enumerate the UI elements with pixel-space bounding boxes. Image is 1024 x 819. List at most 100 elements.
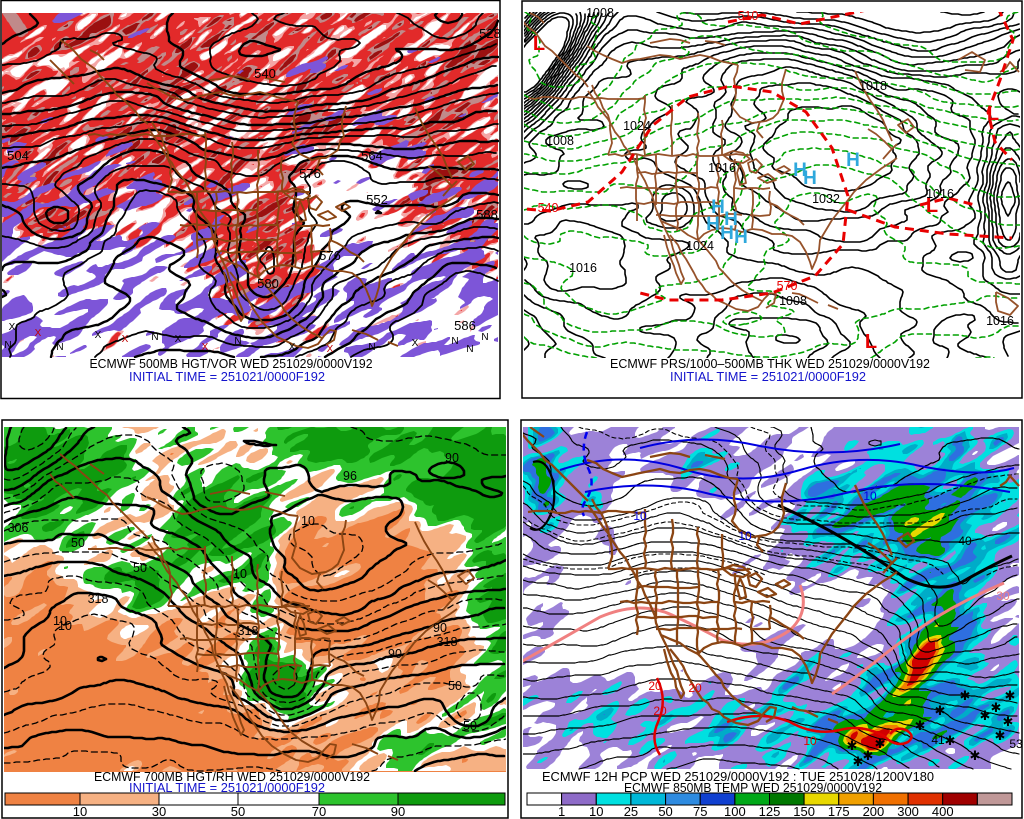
svg-text:✱: ✱: [853, 754, 864, 769]
svg-text:✱: ✱: [960, 688, 971, 703]
svg-text:✱: ✱: [970, 748, 981, 763]
svg-text:53: 53: [1009, 737, 1023, 751]
svg-text:588: 588: [476, 207, 498, 222]
svg-text:318: 318: [437, 635, 458, 649]
svg-text:10: 10: [58, 619, 72, 633]
svg-text:X: X: [122, 334, 129, 345]
svg-text:L: L: [865, 331, 877, 353]
svg-text:L: L: [533, 33, 545, 55]
svg-text:150: 150: [793, 804, 815, 819]
svg-text:ECMWF 12H PCP WED 251029/0000V: ECMWF 12H PCP WED 251029/0000V192 : TUE …: [542, 770, 934, 784]
svg-text:50: 50: [231, 804, 245, 819]
svg-text:H: H: [793, 160, 807, 181]
svg-text:90: 90: [388, 647, 402, 661]
svg-text:306: 306: [8, 521, 29, 535]
svg-text:564: 564: [361, 148, 383, 163]
svg-text:ECMWF 850MB TEMP WED 251029/00: ECMWF 850MB TEMP WED 251029/0000V192: [624, 780, 882, 795]
svg-text:50: 50: [658, 804, 672, 819]
svg-text:50: 50: [71, 536, 85, 550]
svg-text:30: 30: [996, 589, 1010, 603]
svg-text:90: 90: [433, 621, 447, 635]
svg-text:N: N: [234, 336, 241, 347]
svg-text:✱: ✱: [945, 733, 956, 748]
svg-text:41: 41: [931, 733, 945, 747]
svg-text:H: H: [724, 209, 738, 230]
svg-text:✱: ✱: [847, 738, 858, 753]
svg-text:1032: 1032: [812, 192, 840, 206]
svg-text:10: 10: [633, 509, 647, 523]
svg-text:X: X: [9, 322, 16, 333]
svg-text:175: 175: [828, 804, 850, 819]
svg-text:H: H: [803, 168, 817, 189]
svg-text:10: 10: [803, 734, 817, 748]
svg-text:1016: 1016: [708, 161, 736, 175]
svg-text:10: 10: [53, 614, 67, 628]
svg-text:✱: ✱: [1005, 688, 1016, 703]
svg-text:N: N: [4, 340, 11, 351]
svg-text:25: 25: [624, 804, 638, 819]
svg-text:1008: 1008: [586, 6, 614, 20]
svg-text:552: 552: [366, 192, 388, 207]
svg-text:10: 10: [301, 514, 315, 528]
svg-text:H: H: [720, 223, 734, 244]
svg-text:INITIAL TIME = 251021/0000F192: INITIAL TIME = 251021/0000F192: [129, 369, 325, 384]
svg-text:✱: ✱: [875, 736, 886, 751]
svg-text:N: N: [56, 342, 63, 353]
svg-text:ECMWF PRS/1000–500MB THK WED 2: ECMWF PRS/1000–500MB THK WED 251029/0000…: [610, 356, 930, 371]
svg-text:L: L: [926, 195, 938, 217]
svg-text:540: 540: [538, 201, 559, 215]
svg-text:20: 20: [653, 704, 667, 718]
svg-text:90: 90: [391, 804, 405, 819]
svg-text:318: 318: [238, 624, 259, 638]
svg-text:1008: 1008: [546, 134, 574, 148]
svg-text:10: 10: [589, 804, 603, 819]
svg-text:504: 504: [7, 148, 29, 163]
svg-text:580: 580: [257, 276, 279, 291]
svg-text:400: 400: [932, 804, 954, 819]
svg-text:20: 20: [688, 681, 702, 695]
svg-text:50: 50: [448, 679, 462, 693]
svg-text:1: 1: [558, 804, 565, 819]
svg-text:X: X: [412, 338, 419, 349]
svg-text:125: 125: [759, 804, 781, 819]
svg-text:H: H: [711, 197, 725, 218]
svg-text:1016: 1016: [569, 261, 597, 275]
svg-text:N: N: [368, 342, 375, 353]
svg-text:300: 300: [897, 804, 919, 819]
svg-text:✱: ✱: [991, 700, 1002, 715]
svg-text:10: 10: [233, 567, 247, 581]
svg-text:X: X: [202, 342, 209, 353]
svg-text:576: 576: [299, 166, 321, 181]
svg-text:50: 50: [463, 719, 477, 733]
svg-text:✱: ✱: [980, 708, 991, 723]
svg-text:N: N: [466, 344, 473, 355]
svg-text:N: N: [151, 332, 158, 343]
svg-text:✱: ✱: [915, 718, 926, 733]
svg-text:10: 10: [738, 529, 752, 543]
svg-text:INITIAL TIME = 251021/0000F192: INITIAL TIME = 251021/0000F192: [670, 369, 866, 384]
svg-text:ECMWF 700MB HGT/RH WED 251029/: ECMWF 700MB HGT/RH WED 251029/0000V192: [94, 769, 370, 784]
svg-text:75: 75: [693, 804, 707, 819]
svg-text:X: X: [95, 330, 102, 341]
svg-text:L: L: [987, 103, 999, 125]
svg-text:X: X: [35, 328, 42, 339]
svg-text:✱: ✱: [935, 703, 946, 718]
svg-text:96: 96: [343, 469, 357, 483]
svg-text:N: N: [481, 332, 488, 343]
svg-text:30: 30: [152, 804, 166, 819]
svg-text:576: 576: [319, 248, 341, 263]
svg-text:90: 90: [445, 451, 459, 465]
svg-text:570: 570: [777, 279, 798, 293]
svg-text:510: 510: [738, 9, 759, 23]
svg-text:1024: 1024: [623, 119, 651, 133]
svg-text:1016: 1016: [986, 314, 1014, 328]
svg-text:20: 20: [648, 679, 662, 693]
svg-text:H: H: [846, 150, 860, 171]
svg-text:H: H: [706, 214, 720, 235]
svg-text:70: 70: [312, 804, 326, 819]
svg-text:100: 100: [724, 804, 746, 819]
svg-text:10: 10: [73, 804, 87, 819]
svg-text:N: N: [451, 336, 458, 347]
svg-text:1016: 1016: [926, 187, 954, 201]
svg-text:50: 50: [133, 561, 147, 575]
